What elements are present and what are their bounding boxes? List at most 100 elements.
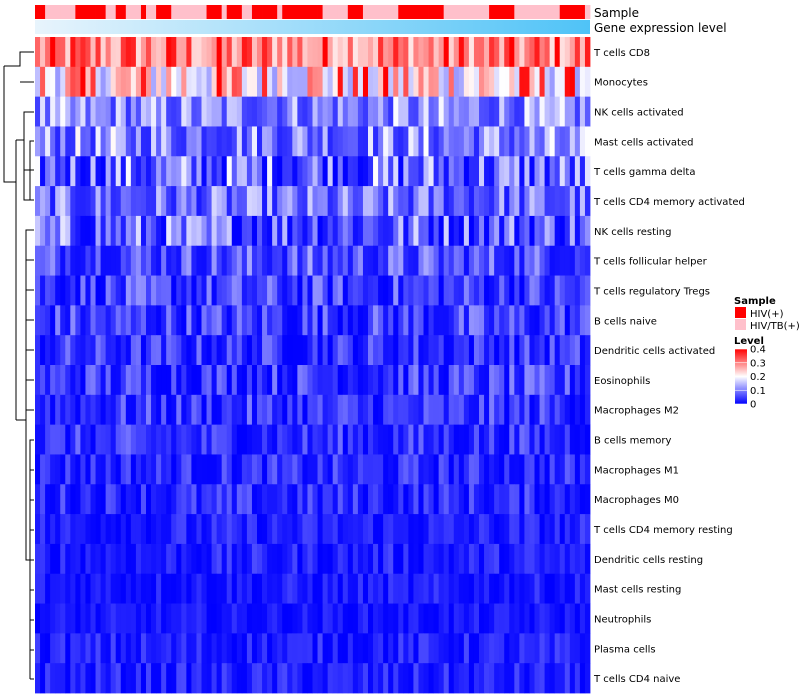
heatmap-cell: [140, 215, 147, 247]
heatmap-cell: [100, 335, 107, 366]
heatmap-cell: [221, 543, 228, 575]
heatmap-cell: [206, 573, 212, 604]
sample-annotation-cell: [65, 5, 71, 19]
heatmap-cell: [524, 96, 530, 127]
heatmap-cell: [166, 156, 172, 187]
heatmap-cell: [302, 484, 308, 515]
heatmap-cell: [312, 454, 318, 485]
heatmap-cell: [484, 543, 490, 575]
heatmap-cell: [267, 215, 273, 247]
heatmap-cell: [130, 633, 137, 664]
heatmap-cell: [231, 186, 238, 217]
heatmap-cell: [287, 275, 293, 306]
heatmap-cell: [146, 156, 152, 187]
heatmap-cell: [529, 484, 535, 515]
heatmap-cell: [191, 484, 197, 515]
heatmap-cell: [272, 66, 278, 98]
heatmap-cell: [166, 335, 172, 366]
heatmap-cell: [45, 365, 51, 396]
heatmap-cell: [443, 603, 450, 634]
heatmap-cell: [90, 603, 96, 634]
heatmap-cell: [75, 66, 81, 98]
heatmap-cell: [70, 186, 76, 217]
heatmap-cell: [65, 365, 71, 396]
heatmap-cell: [322, 663, 329, 694]
heatmap-cell: [110, 156, 117, 187]
heatmap-cell: [201, 305, 207, 336]
heatmap-cell: [574, 543, 581, 575]
heatmap-cell: [504, 96, 510, 127]
heatmap-cell: [166, 37, 172, 68]
heatmap-cell: [383, 245, 389, 276]
heatmap-cell: [115, 484, 122, 515]
heatmap-cell: [584, 96, 591, 127]
heatmap-cell: [135, 335, 142, 366]
heatmap-cell: [357, 394, 364, 426]
heatmap-cell: [584, 305, 591, 336]
heatmap-cell: [307, 37, 313, 68]
heatmap-cell: [85, 126, 91, 157]
heatmap-cell: [216, 156, 223, 187]
heatmap-cell: [519, 335, 525, 366]
heatmap-cell: [342, 663, 349, 694]
heatmap-cell: [130, 305, 137, 336]
heatmap-cell: [484, 573, 490, 604]
heatmap-cell: [156, 484, 162, 515]
heatmap-cell: [554, 96, 561, 127]
heatmap-cell: [282, 186, 288, 217]
heatmap-cell: [362, 275, 369, 306]
heatmap-cell: [277, 66, 283, 98]
heatmap-cell: [176, 96, 182, 127]
heatmap-cell: [378, 603, 384, 634]
heatmap-cell: [100, 365, 107, 396]
heatmap-cell: [216, 603, 223, 634]
heatmap-cell: [287, 365, 293, 396]
heatmap-cell: [95, 484, 101, 515]
heatmap-cell: [297, 245, 303, 276]
heatmap-cell: [448, 245, 455, 276]
heatmap-cell: [468, 37, 475, 68]
heatmap-cell: [196, 215, 202, 247]
heatmap-cell: [50, 454, 56, 485]
heatmap-cell: [226, 514, 233, 545]
heatmap-cell: [494, 37, 500, 68]
heatmap-cell: [564, 633, 571, 664]
heatmap-cell: [519, 245, 525, 276]
heatmap-cell: [287, 633, 293, 664]
heatmap-cell: [383, 514, 389, 545]
heatmap-cell: [115, 633, 122, 664]
heatmap-cell: [327, 573, 334, 604]
heatmap-cell: [302, 424, 308, 455]
heatmap-cell: [312, 633, 318, 664]
heatmap-cell: [534, 663, 540, 694]
heatmap-cell: [468, 126, 475, 157]
heatmap-cell: [191, 633, 197, 664]
heatmap-cell: [559, 663, 566, 694]
heatmap-cell: [282, 37, 288, 68]
heatmap-cell: [347, 186, 354, 217]
heatmap-cell: [120, 365, 127, 396]
heatmap-cell: [196, 454, 202, 485]
heatmap-cell: [352, 126, 359, 157]
heatmap-cell: [221, 37, 228, 68]
heatmap-cell: [196, 663, 202, 694]
heatmap-cell: [342, 633, 349, 664]
heatmap-cell: [544, 305, 551, 336]
heatmap-cell: [322, 365, 329, 396]
heatmap-cell: [146, 365, 152, 396]
sample-annotation-cell: [287, 5, 293, 19]
heatmap-cell: [398, 66, 404, 98]
heatmap-cell: [45, 96, 51, 127]
heatmap-cell: [65, 37, 71, 68]
heatmap-cell: [65, 454, 71, 485]
heatmap-cell: [156, 514, 162, 545]
heatmap-cell: [267, 305, 273, 336]
heatmap-cell: [110, 514, 117, 545]
heatmap-cell: [277, 633, 283, 664]
heatmap-cell: [347, 633, 354, 664]
heatmap-cell: [362, 573, 369, 604]
heatmap-cell: [302, 394, 308, 426]
heatmap-cell: [448, 66, 455, 98]
heatmap-cell: [337, 663, 344, 694]
heatmap-cell: [524, 365, 530, 396]
